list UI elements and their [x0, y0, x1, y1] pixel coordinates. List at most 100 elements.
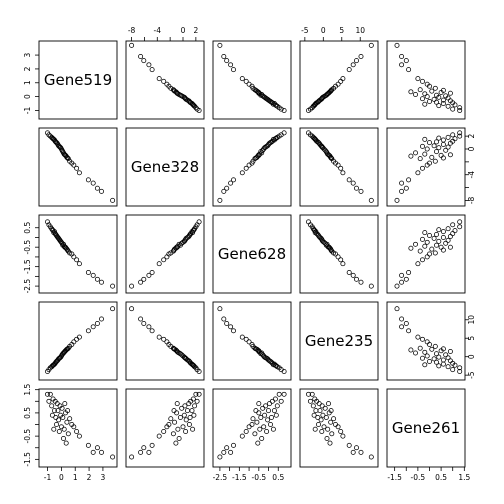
point-Gene519-Gene328-35: [190, 101, 196, 107]
point-Gene519-Gene235-0: [368, 42, 374, 48]
point-Gene328-Gene519-36: [65, 155, 71, 161]
point-Gene261-Gene328-37: [191, 412, 197, 418]
panel-Gene235-Gene328: [125, 301, 205, 381]
point-Gene519-Gene235-4: [346, 67, 352, 73]
point-Gene235-Gene519-33: [54, 359, 59, 364]
point-Gene261-Gene235-11: [328, 419, 334, 425]
panel-Gene261-Gene519: [38, 388, 118, 468]
point-Gene628-Gene261-0: [394, 283, 400, 289]
point-Gene261-Gene328-20: [185, 408, 190, 414]
point-Gene235-Gene628-7: [246, 339, 252, 345]
point-Gene235-Gene628-5: [239, 334, 245, 340]
point-Gene328-Gene519-35: [51, 136, 57, 142]
point-Gene328-Gene261-3: [399, 180, 405, 186]
point-Gene261-Gene328-8: [166, 422, 172, 427]
point-Gene328-Gene261-2: [403, 185, 409, 191]
point-Gene235-Gene261-31: [408, 347, 414, 353]
x-tick-label-Gene628-2: -1.5: [232, 473, 247, 482]
point-Gene261-Gene628-21: [267, 401, 272, 407]
point-Gene519-Gene628-30: [259, 92, 265, 97]
point-Gene261-Gene235-5: [340, 433, 346, 439]
point-Gene519-Gene235-29: [306, 108, 311, 113]
point-Gene628-Gene261-25: [452, 228, 458, 234]
point-Gene261-Gene519-0: [110, 454, 116, 460]
point-Gene628-Gene235-4: [346, 270, 352, 275]
point-Gene328-Gene261-9: [432, 158, 438, 164]
point-Gene628-Gene519-5: [76, 261, 82, 267]
point-Gene235-Gene261-32: [420, 355, 425, 361]
point-Gene261-Gene328-33: [186, 422, 192, 427]
point-Gene519-Gene235-36: [328, 87, 334, 93]
point-Gene261-Gene628-1: [221, 449, 227, 455]
point-Gene519-Gene235-34: [326, 90, 331, 96]
point-Gene519-Gene328-4: [149, 67, 155, 73]
point-Gene235-Gene261-3: [399, 324, 405, 330]
panel-Gene628-Gene261: [386, 214, 466, 294]
point-Gene628-Gene261-35: [422, 230, 428, 236]
y-tick-label-Gene519-1: 0: [23, 94, 32, 99]
x-tick-label-Gene261-4: 0.5: [435, 473, 447, 482]
y-tick-label-Gene519-4: 3: [23, 52, 32, 57]
diag-label-Gene519: Gene519: [44, 71, 112, 89]
point-Gene328-Gene261-1: [399, 188, 405, 194]
point-Gene628-Gene328-34: [174, 244, 180, 250]
y-tick-label-Gene235-1: 0: [467, 354, 476, 359]
x-tick-label-Gene519-2: 1: [73, 473, 78, 482]
point-Gene519-Gene261-11: [429, 88, 435, 94]
point-Gene261-Gene628-34: [256, 401, 262, 407]
point-Gene235-Gene628-35: [270, 362, 276, 368]
point-Gene235-Gene261-30: [413, 350, 418, 356]
point-Gene328-Gene628-37: [273, 135, 279, 141]
point-Gene235-Gene261-35: [422, 362, 428, 368]
point-Gene261-Gene628-27: [276, 391, 282, 397]
point-Gene235-Gene261-1: [399, 316, 405, 322]
point-Gene628-Gene235-30: [324, 241, 330, 247]
point-Gene628-Gene328-6: [161, 257, 167, 263]
point-Gene235-Gene261-20: [440, 357, 446, 363]
y-tick-label-Gene235-0: -5: [467, 371, 476, 379]
point-Gene519-Gene328-0: [129, 42, 135, 48]
point-Gene235-Gene519-3: [90, 324, 96, 330]
point-Gene235-Gene519-2: [94, 321, 100, 326]
point-Gene328-Gene235-29: [306, 130, 311, 136]
point-Gene235-Gene261-2: [403, 321, 409, 326]
point-Gene235-Gene519-6: [74, 336, 80, 342]
x-tick-label-Gene261-2: -0.5: [411, 473, 426, 482]
point-Gene261-Gene328-17: [181, 412, 187, 418]
point-Gene235-Gene628-1: [221, 316, 227, 322]
point-Gene328-Gene261-27: [457, 133, 463, 139]
point-Gene519-Gene628-3: [228, 62, 234, 68]
point-Gene328-Gene261-26: [445, 134, 451, 140]
point-Gene261-Gene628-12: [256, 410, 262, 416]
point-Gene519-Gene261-34: [447, 90, 453, 96]
point-Gene261-Gene628-16: [261, 424, 267, 430]
point-Gene261-Gene328-15: [179, 405, 185, 411]
point-Gene261-Gene628-19: [265, 417, 271, 423]
point-Gene328-Gene235-3: [350, 180, 356, 186]
point-Gene235-Gene261-33: [427, 359, 432, 364]
point-Gene235-Gene328-1: [138, 316, 144, 322]
point-Gene235-Gene261-11: [429, 346, 435, 352]
point-Gene235-Gene261-27: [457, 365, 463, 371]
panel-Gene235-Gene261: [386, 301, 466, 381]
point-Gene519-Gene328-37: [191, 103, 197, 109]
x-tick-label-Gene628-6: 0.5: [272, 473, 284, 482]
point-Gene328-Gene628-34: [256, 152, 262, 158]
point-Gene261-Gene519-22: [53, 415, 59, 420]
point-Gene628-Gene519-6: [74, 257, 80, 263]
point-Gene328-Gene261-22: [434, 139, 439, 145]
point-Gene261-Gene328-22: [187, 415, 193, 420]
point-Gene261-Gene235-4: [346, 442, 352, 448]
point-Gene235-Gene261-26: [445, 364, 451, 370]
point-Gene261-Gene519-37: [49, 412, 55, 418]
point-Gene519-Gene328-5: [156, 76, 162, 82]
point-Gene261-Gene235-21: [316, 401, 322, 407]
point-Gene235-Gene261-21: [447, 358, 453, 364]
point-Gene261-Gene519-2: [94, 445, 100, 451]
point-Gene261-Gene328-9: [168, 416, 174, 422]
point-Gene519-Gene261-19: [431, 96, 437, 102]
point-Gene235-Gene328-0: [129, 306, 135, 312]
point-Gene261-Gene519-32: [56, 429, 62, 434]
point-Gene519-Gene328-36: [171, 87, 177, 93]
point-Gene261-Gene519-34: [62, 401, 68, 407]
